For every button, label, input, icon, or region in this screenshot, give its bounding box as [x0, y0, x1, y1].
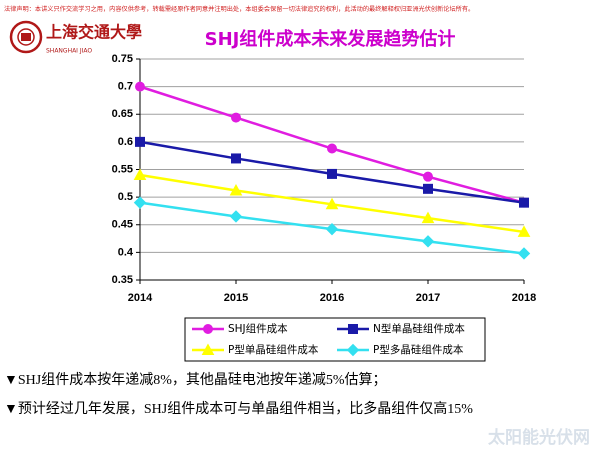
- legend-marker: [203, 324, 213, 334]
- x-tick-label: 2017: [416, 292, 440, 304]
- data-point: [231, 112, 241, 123]
- data-point: [327, 168, 337, 179]
- y-tick-label: 0.75: [112, 53, 133, 65]
- legend-marker: [348, 324, 358, 334]
- data-point: [133, 168, 147, 181]
- y-tick-label: 0.65: [112, 108, 133, 120]
- x-tick-label: 2016: [320, 292, 344, 304]
- data-point: [421, 235, 435, 248]
- data-point: [421, 211, 435, 224]
- data-point: [517, 247, 531, 260]
- y-tick-label: 0.4: [118, 246, 134, 258]
- data-point: [519, 197, 529, 208]
- data-point: [517, 225, 531, 237]
- legend-marker: [201, 343, 215, 355]
- disclaimer: 法律声明：本讲义只作交流学习之用，内容仅供参考，转载需经原作者同意并注明出处，本…: [4, 5, 474, 13]
- data-point: [135, 136, 145, 147]
- legend-label: P型单晶硅组件成本: [228, 343, 319, 356]
- legend-marker: [346, 343, 360, 357]
- x-tick-label: 2014: [128, 292, 153, 304]
- legend-label: P型多晶硅组件成本: [373, 343, 464, 356]
- y-tick-label: 0.35: [112, 274, 133, 286]
- data-point: [423, 171, 433, 182]
- y-tick-label: 0.55: [112, 163, 133, 175]
- watermark: 太阳能光伏网: [488, 427, 590, 448]
- legend-label: N型单晶硅组件成本: [373, 322, 465, 335]
- data-point: [325, 197, 339, 210]
- note: ▼预计经过几年发展，SHJ组件成本可与单晶组件相当，比多晶组件仅高15%: [4, 400, 473, 417]
- logo-emblem: [9, 20, 43, 54]
- legend-label: SHJ组件成本: [228, 322, 288, 335]
- data-point: [231, 153, 241, 164]
- y-tick-label: 0.7: [118, 81, 133, 93]
- y-tick-label: 0.6: [118, 136, 133, 148]
- logo-text: 上海交通大學: [46, 23, 142, 42]
- chart-title: SHJ组件成本未来发展趋势估计: [205, 28, 456, 50]
- legend-box: [184, 317, 486, 362]
- data-point: [229, 183, 243, 196]
- data-point: [229, 210, 243, 223]
- logo-subtext: SHANGHAI JIAO: [46, 48, 92, 55]
- data-point: [135, 81, 145, 92]
- data-point: [423, 183, 433, 194]
- y-tick-label: 0.45: [112, 219, 133, 231]
- data-point: [327, 143, 337, 154]
- x-tick-label: 2015: [224, 292, 248, 304]
- data-point: [325, 222, 339, 236]
- x-tick-label: 2018: [512, 292, 536, 304]
- note: ▼SHJ组件成本按年递减8%，其他晶硅电池按年递减5%估算；: [4, 372, 387, 388]
- y-tick-label: 0.5: [118, 191, 133, 203]
- data-point: [133, 196, 147, 209]
